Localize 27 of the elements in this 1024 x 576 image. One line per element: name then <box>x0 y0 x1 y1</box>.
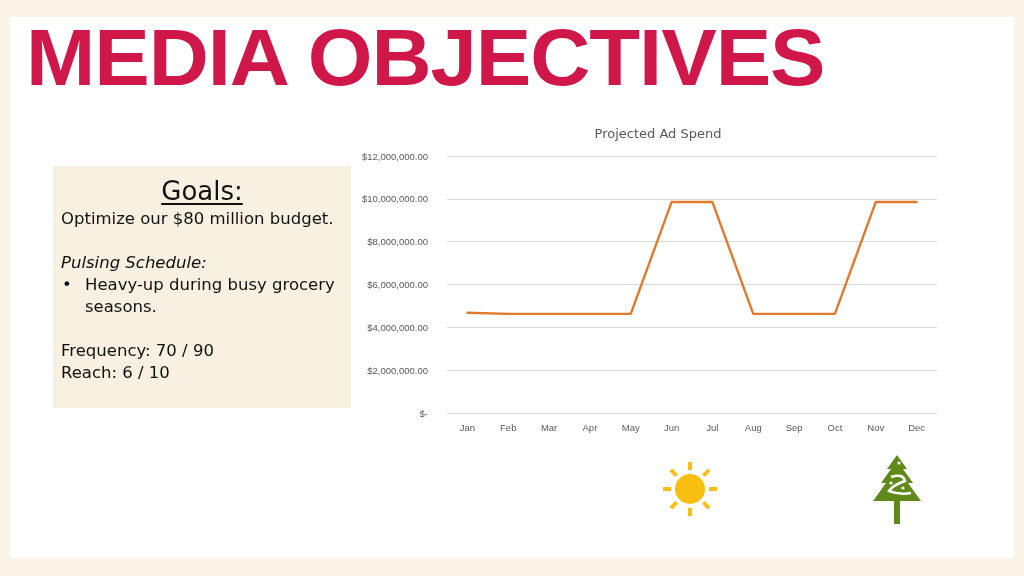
x-tick-label: Jun <box>663 421 680 433</box>
x-tick-label: Jan <box>459 421 476 433</box>
text: Goals: <box>161 176 243 206</box>
y-tick-label: $6,000,000.00 <box>367 279 428 290</box>
text: • Heavy-up during busy grocery seasons. <box>62 274 335 316</box>
x-tick-label: Nov <box>867 421 885 433</box>
chart-title: Projected Ad Spend <box>594 126 722 141</box>
x-tick-label: Oct <box>827 421 843 433</box>
x-tick-label: Dec <box>908 421 926 433</box>
x-tick-label: Mar <box>540 421 558 433</box>
x-tick-label: Apr <box>582 421 598 433</box>
x-tick-label: Sep <box>785 421 803 433</box>
x-tick-label: Aug <box>744 421 762 433</box>
text: MEDIA OBJECTIVES <box>26 13 825 102</box>
text: Optimize our $80 million budget. <box>61 209 334 228</box>
x-tick-label: Feb <box>500 421 517 433</box>
y-tick-label: $8,000,000.00 <box>367 236 428 248</box>
y-tick-label: $12,000,000.00 <box>361 150 428 162</box>
x-tick-label: Jul <box>706 421 719 433</box>
text: Pulsing Schedule: <box>61 253 207 272</box>
y-tick-label: $- <box>419 407 428 419</box>
y-tick-label: $10,000,000.00 <box>361 193 428 205</box>
y-tick-label: $4,000,000.00 <box>367 321 428 333</box>
x-tick-label: May <box>621 421 640 433</box>
text: Reach: 6 / 10 <box>61 363 170 382</box>
y-tick-label: $2,000,000.00 <box>367 364 428 376</box>
text: Frequency: 70 / 90 <box>61 341 214 360</box>
